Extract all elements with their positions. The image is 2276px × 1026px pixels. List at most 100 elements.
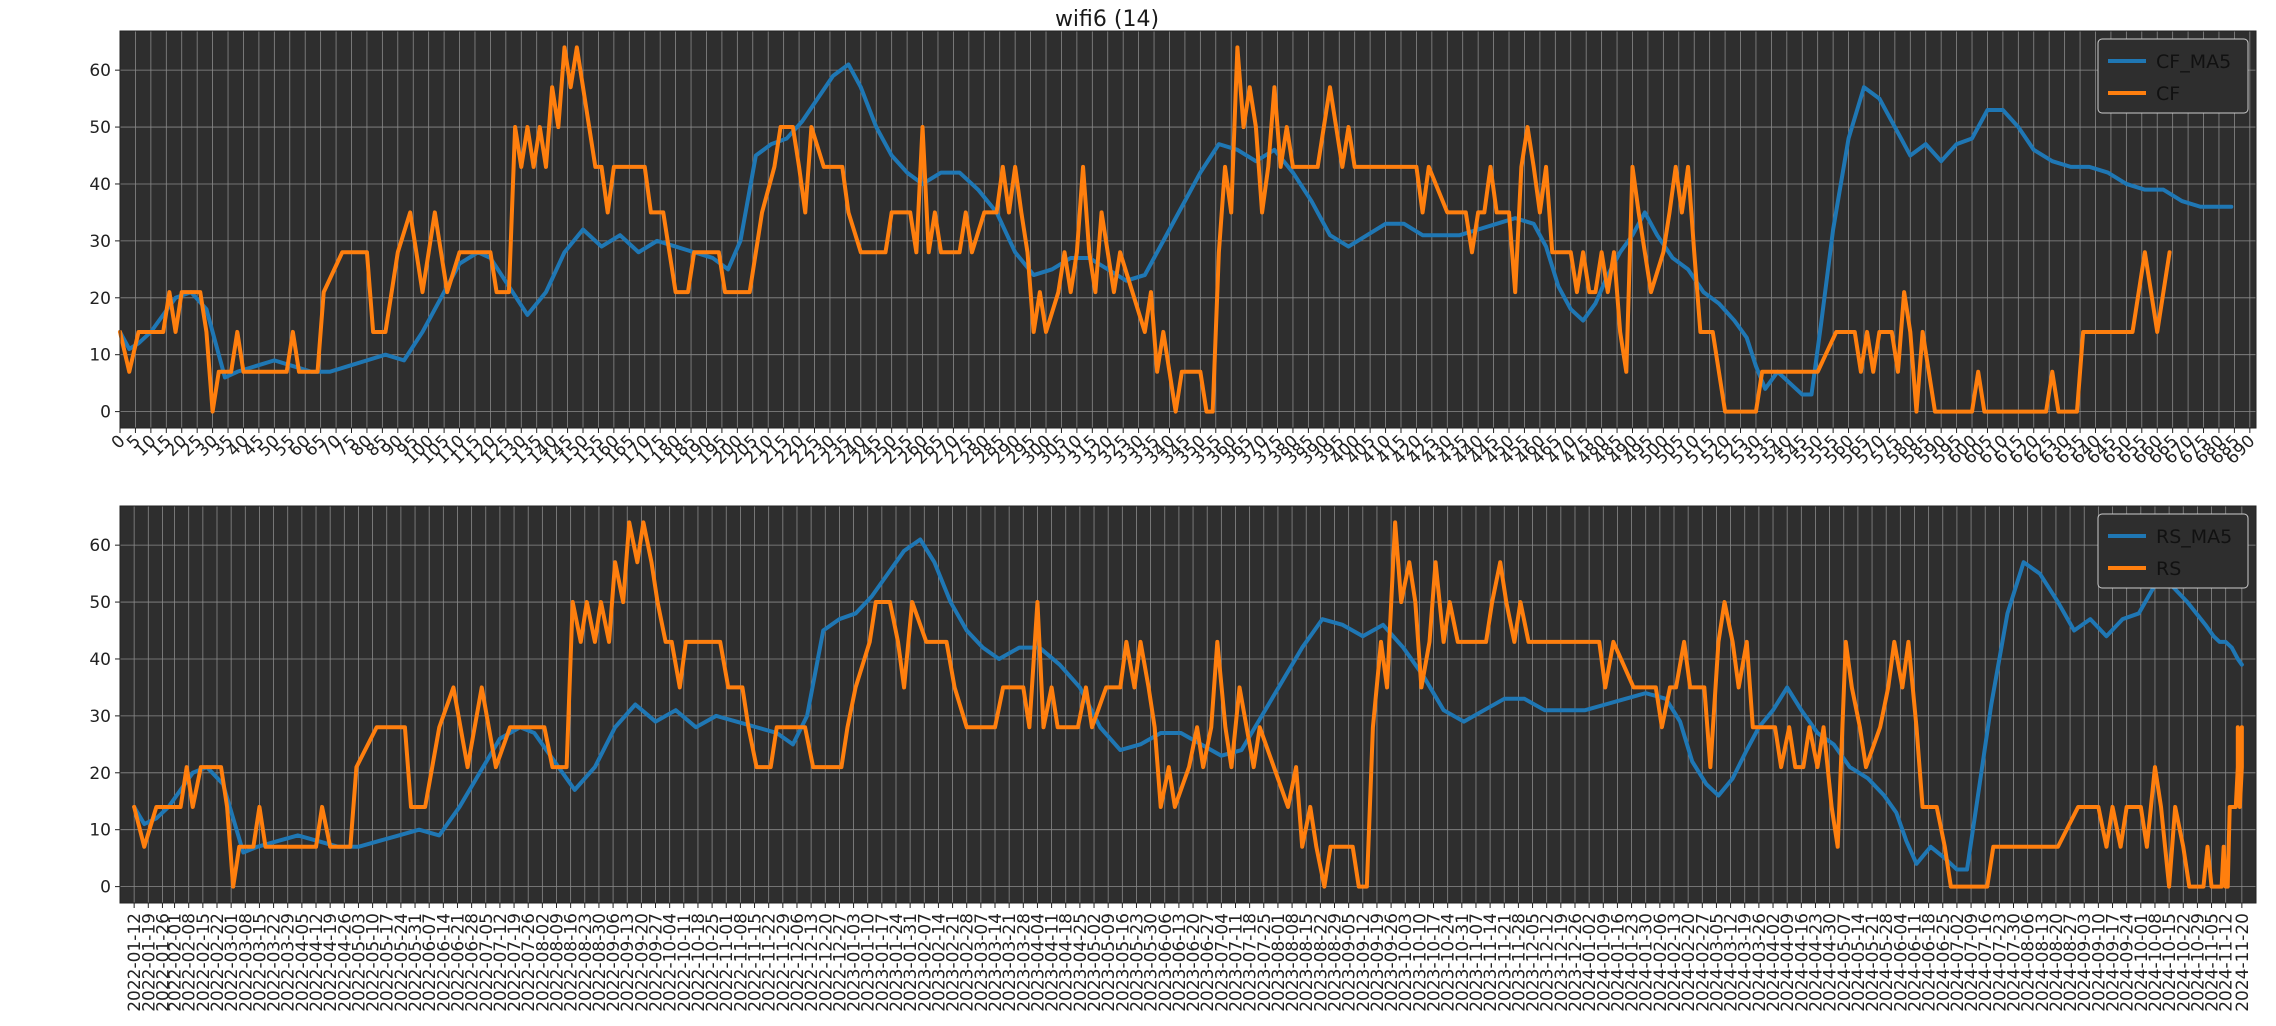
bottom-panel: 2022-01-122022-01-192022-01-262022-02-01…: [89, 505, 2257, 1012]
x-tick-label: 2023-03-21: [1000, 913, 1020, 1012]
x-tick-label: 2022-10-25: [703, 913, 723, 1012]
y-tick-label: 60: [89, 536, 111, 556]
x-tick-label: 2023-11-21: [1495, 913, 1515, 1012]
x-tick-label: 2022-04-05: [293, 913, 313, 1012]
x-tick-label: 2023-11-14: [1481, 913, 1501, 1012]
x-tick-label: 2022-05-31: [406, 913, 426, 1012]
x-tick-label: 2022-11-01: [717, 913, 737, 1012]
x-tick-label: 2024-03-05: [1707, 913, 1727, 1012]
x-tick-labels: 2022-01-122022-01-192022-01-262022-02-01…: [125, 913, 2253, 1012]
x-tick-label: 2024-05-21: [1863, 913, 1883, 1012]
y-tick-label: 50: [89, 593, 111, 613]
x-tick-label: 2023-08-01: [1269, 913, 1289, 1012]
x-tick-label: 2023-05-23: [1127, 913, 1147, 1012]
legend: CF_MA5 CF: [2097, 38, 2249, 114]
x-tick-label: 2024-06-11: [1905, 913, 1925, 1012]
x-tick-label: 2023-02-07: [915, 913, 935, 1012]
x-tick-label: 2022-02-01: [166, 913, 186, 1012]
series-line-rs-ma5: [132, 537, 2244, 872]
x-tick-label: 2024-08-27: [2061, 913, 2081, 1012]
series-line-rs: [132, 520, 2244, 889]
x-tick-label: 2023-10-03: [1396, 913, 1416, 1012]
x-tick-label: 2024-01-02: [1580, 913, 1600, 1012]
y-tick-label: 20: [89, 764, 111, 784]
x-tick-label: 2022-03-01: [222, 913, 242, 1012]
y-tick-label: 30: [89, 232, 111, 252]
x-tick-label: 2023-12-19: [1552, 913, 1572, 1012]
x-tick-label: 2022-10-04: [661, 913, 681, 1012]
x-tick-label: 2023-02-28: [958, 913, 978, 1012]
x-tick-label: 2023-10-10: [1410, 913, 1430, 1012]
x-tick-label: 2023-05-30: [1142, 913, 1162, 1012]
y-tick-label: 30: [89, 707, 111, 727]
x-tick-label: 2022-06-07: [420, 913, 440, 1012]
x-tick-label: 2024-04-02: [1764, 913, 1784, 1012]
x-tick-label: 2022-03-29: [279, 913, 299, 1012]
x-tick-label: 2022-02-22: [208, 913, 228, 1012]
x-tick-label: 2023-01-24: [887, 913, 907, 1012]
x-tick-label: 2024-06-04: [1891, 913, 1911, 1012]
x-tick-label: 2023-12-26: [1566, 913, 1586, 1012]
x-tick-label: 2023-06-13: [1170, 913, 1190, 1012]
x-tick-label: 2023-01-03: [845, 913, 865, 1012]
x-tick-label: 2023-01-31: [901, 913, 921, 1012]
x-tick-label: 2024-06-18: [1920, 913, 1940, 1012]
x-tick-label: 2023-03-28: [1014, 913, 1034, 1012]
x-tick-label: 2023-08-22: [1311, 913, 1331, 1012]
x-tick-label: 2022-08-23: [576, 913, 596, 1012]
y-tick-label: 50: [89, 118, 111, 138]
x-tick-label: 2024-10-29: [2188, 913, 2208, 1012]
x-tick-label: 2024-08-20: [2047, 913, 2067, 1012]
x-tick-label: 2024-01-23: [1623, 913, 1643, 1012]
legend-label: RS_MA5: [2156, 526, 2232, 548]
x-tick-label: 2022-01-26: [153, 913, 173, 1012]
x-tick-label: 2022-11-29: [774, 913, 794, 1012]
x-tick-label: 2023-06-06: [1156, 913, 1176, 1012]
plot-frame: [119, 505, 2257, 904]
x-tick-label: 2024-09-03: [2075, 913, 2095, 1012]
x-tick-label: 2024-06-25: [1934, 913, 1954, 1012]
x-tick-label: 2023-07-11: [1226, 913, 1246, 1012]
x-tick-label: 2022-04-26: [335, 913, 355, 1012]
x-tick-label: 2022-06-28: [463, 913, 483, 1012]
x-tick-label: 2024-07-09: [1962, 913, 1982, 1012]
x-tick-label: 2024-07-23: [1990, 913, 2010, 1012]
x-tick-label: 2022-02-15: [194, 913, 214, 1012]
x-tick-label: 2023-09-26: [1382, 913, 1402, 1012]
x-tick-label: 2022-12-06: [788, 913, 808, 1012]
grid: [115, 31, 2256, 433]
legend-label: CF: [2156, 83, 2180, 105]
x-tick-label: 2024-05-14: [1849, 913, 1869, 1012]
x-tick-label: 2024-01-30: [1637, 913, 1657, 1012]
x-tick-label: 2023-01-10: [859, 913, 879, 1012]
y-tick-label: 0: [100, 878, 111, 898]
x-tick-label: 2023-10-24: [1439, 913, 1459, 1012]
x-tick-label: 2023-10-17: [1425, 913, 1445, 1012]
x-tick-label: 2023-04-11: [1043, 913, 1063, 1012]
x-tick-label: 2023-12-05: [1524, 913, 1544, 1012]
x-tick-label: 2024-07-16: [1976, 913, 1996, 1012]
y-tick-labels: 0 10 20 30 40 50 60: [89, 61, 111, 422]
x-tick-label: 2023-12-12: [1538, 913, 1558, 1012]
x-tick-label: 2022-05-03: [349, 913, 369, 1012]
x-tick-label: 2024-04-23: [1806, 913, 1826, 1012]
x-tick-label: 2023-02-14: [929, 913, 949, 1012]
x-tick-label: 2024-02-20: [1679, 913, 1699, 1012]
x-tick-label: 2024-10-15: [2160, 913, 2180, 1012]
x-tick-label: 2024-11-05: [2203, 913, 2223, 1012]
x-tick-label: 2024-11-12: [2217, 913, 2237, 1012]
x-tick-label: 2022-07-05: [477, 913, 497, 1012]
x-tick-label: 2023-01-17: [873, 913, 893, 1012]
x-tick-label: 2023-03-14: [986, 913, 1006, 1012]
y-tick-label: 60: [89, 61, 111, 81]
x-tick-label: 2024-04-09: [1778, 913, 1798, 1012]
legend: RS_MA5 RS: [2097, 513, 2249, 589]
x-tick-label: 2024-01-16: [1608, 913, 1628, 1012]
x-tick-label: 2024-04-30: [1821, 913, 1841, 1012]
x-tick-label: 2023-06-20: [1184, 913, 1204, 1012]
x-tick-label: 2024-08-13: [2033, 913, 2053, 1012]
y-tick-label: 20: [89, 289, 111, 309]
y-tick-label: 40: [89, 175, 111, 195]
x-tick-label: 2022-03-15: [250, 913, 270, 1012]
